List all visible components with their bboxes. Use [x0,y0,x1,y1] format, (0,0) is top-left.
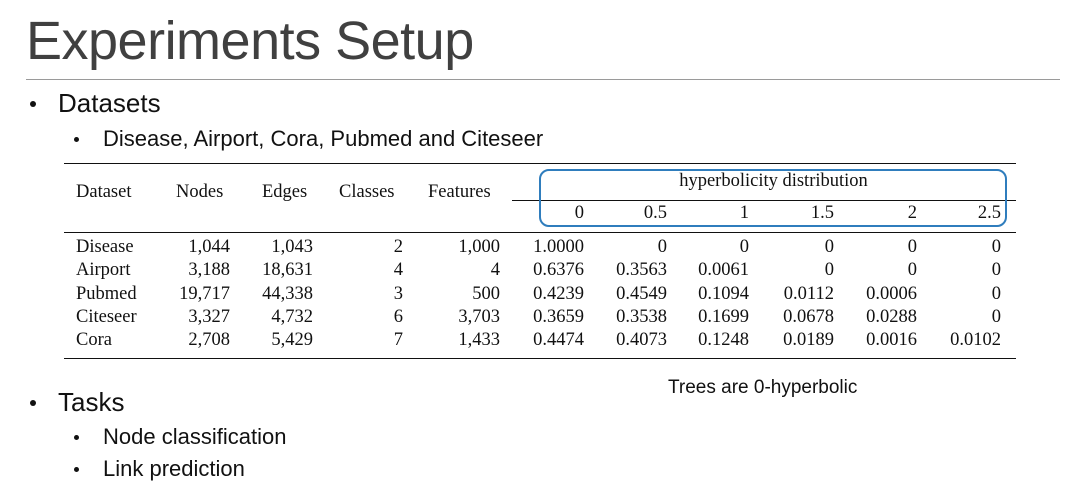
table-cell: 1,043 [271,237,313,257]
table-cell: 0.0678 [783,307,834,327]
sub-header-cell: 2 [907,203,917,223]
bullet-datasets-label: Datasets [58,88,161,118]
table-cell: 0.4549 [616,284,667,304]
bullet-dot [74,136,79,142]
sub-header-cell: 2.5 [977,203,1001,223]
table-cell: 4 [393,260,403,280]
table-cell: 0.4073 [616,330,667,350]
bullet-task-link-prediction: Link prediction [74,456,245,482]
table-cell: 0.0102 [950,330,1001,350]
bullet-tasks-label: Tasks [58,387,125,417]
hyperbolicity-highlight-box [539,169,1007,227]
table-cell: 0.0006 [866,284,917,304]
table-cell: 0.1699 [698,307,749,327]
table-cell: 0.0112 [783,284,834,304]
table-cell: 0.0016 [866,330,917,350]
table-cell: 3,188 [188,260,230,280]
table-cell: 0 [824,237,834,257]
table-cell: 19,717 [179,284,230,304]
table-cell: 1,000 [458,237,500,257]
bullet-task-node-classification: Node classification [74,424,286,450]
table-cell: 2 [393,237,403,257]
table-cell: 0 [907,237,917,257]
table-cell: 2,708 [188,330,230,350]
bullet-dot [74,434,79,440]
col-header-features: Features [428,182,491,202]
slide-title: Experiments Setup [26,11,474,71]
table-cell: 0.3563 [616,260,667,280]
table-cell: 0.3538 [616,307,667,327]
table-cell: 5,429 [271,330,313,350]
table-cell: 0 [907,260,917,280]
table-cell: 4,732 [271,307,313,327]
bullet-dot [74,466,79,472]
table-cell: 0.4474 [533,330,584,350]
table-cell: 7 [393,330,403,350]
col-header-edges: Edges [262,182,308,202]
table-cell: 6 [393,307,403,327]
table-cell: 4 [490,260,500,280]
table-cell: 0 [991,260,1001,280]
task-item: Link prediction [103,456,245,481]
table-cell: 0 [991,284,1001,304]
table-cell: 0 [657,237,667,257]
row-dataset-name: Pubmed [76,284,137,304]
table-cell: 0.6376 [533,260,584,280]
table-cell: 1,433 [458,330,500,350]
bullet-datasets-sub-label: Disease, Airport, Cora, Pubmed and Cites… [103,126,544,151]
row-dataset-name: Citeseer [76,307,137,327]
table-cell: 0 [991,237,1001,257]
table-cell: 0 [739,237,749,257]
table-cell: 0 [991,307,1001,327]
col-header-classes: Classes [339,182,395,202]
group-header: hyperbolicity distribution [679,171,868,191]
sub-header-cell: 1 [739,203,749,223]
bullet-tasks: Tasks [30,387,124,418]
table-cell: 1.0000 [533,237,584,257]
annotation-note: Trees are 0-hyperbolic [668,377,858,398]
bullet-dot [30,100,36,107]
table-cell: 0.0189 [783,330,834,350]
table-cell: 0.1094 [698,284,749,304]
row-dataset-name: Cora [76,330,112,350]
table-group-rule [512,200,1016,201]
sub-header-cell: 1.5 [810,203,834,223]
table-bottom-rule [64,358,1016,359]
table-top-rule [64,163,1016,164]
table-cell: 3,703 [458,307,500,327]
bullet-dot [30,399,36,406]
table-cell: 0.3659 [533,307,584,327]
table-cell: 0.1248 [698,330,749,350]
bullet-datasets: Datasets [30,88,161,119]
sub-header-cell: 0 [574,203,584,223]
table-cell: 44,338 [262,284,313,304]
table-cell: 500 [472,284,500,304]
bullet-datasets-sub: Disease, Airport, Cora, Pubmed and Cites… [74,126,543,152]
table-cell: 0.0288 [866,307,917,327]
row-dataset-name: Disease [76,237,134,257]
title-divider [26,79,1060,80]
table-cell: 1,044 [188,237,230,257]
task-item: Node classification [103,424,287,449]
table-cell: 3,327 [188,307,230,327]
table-cell: 0.0061 [698,260,749,280]
col-header-dataset: Dataset [76,182,132,202]
table-header-rule [64,232,1016,233]
table-cell: 0 [824,260,834,280]
row-dataset-name: Airport [76,260,131,280]
col-header-nodes: Nodes [176,182,224,202]
sub-header-cell: 0.5 [643,203,667,223]
table-cell: 0.4239 [533,284,584,304]
table-cell: 18,631 [262,260,313,280]
table-cell: 3 [393,284,403,304]
